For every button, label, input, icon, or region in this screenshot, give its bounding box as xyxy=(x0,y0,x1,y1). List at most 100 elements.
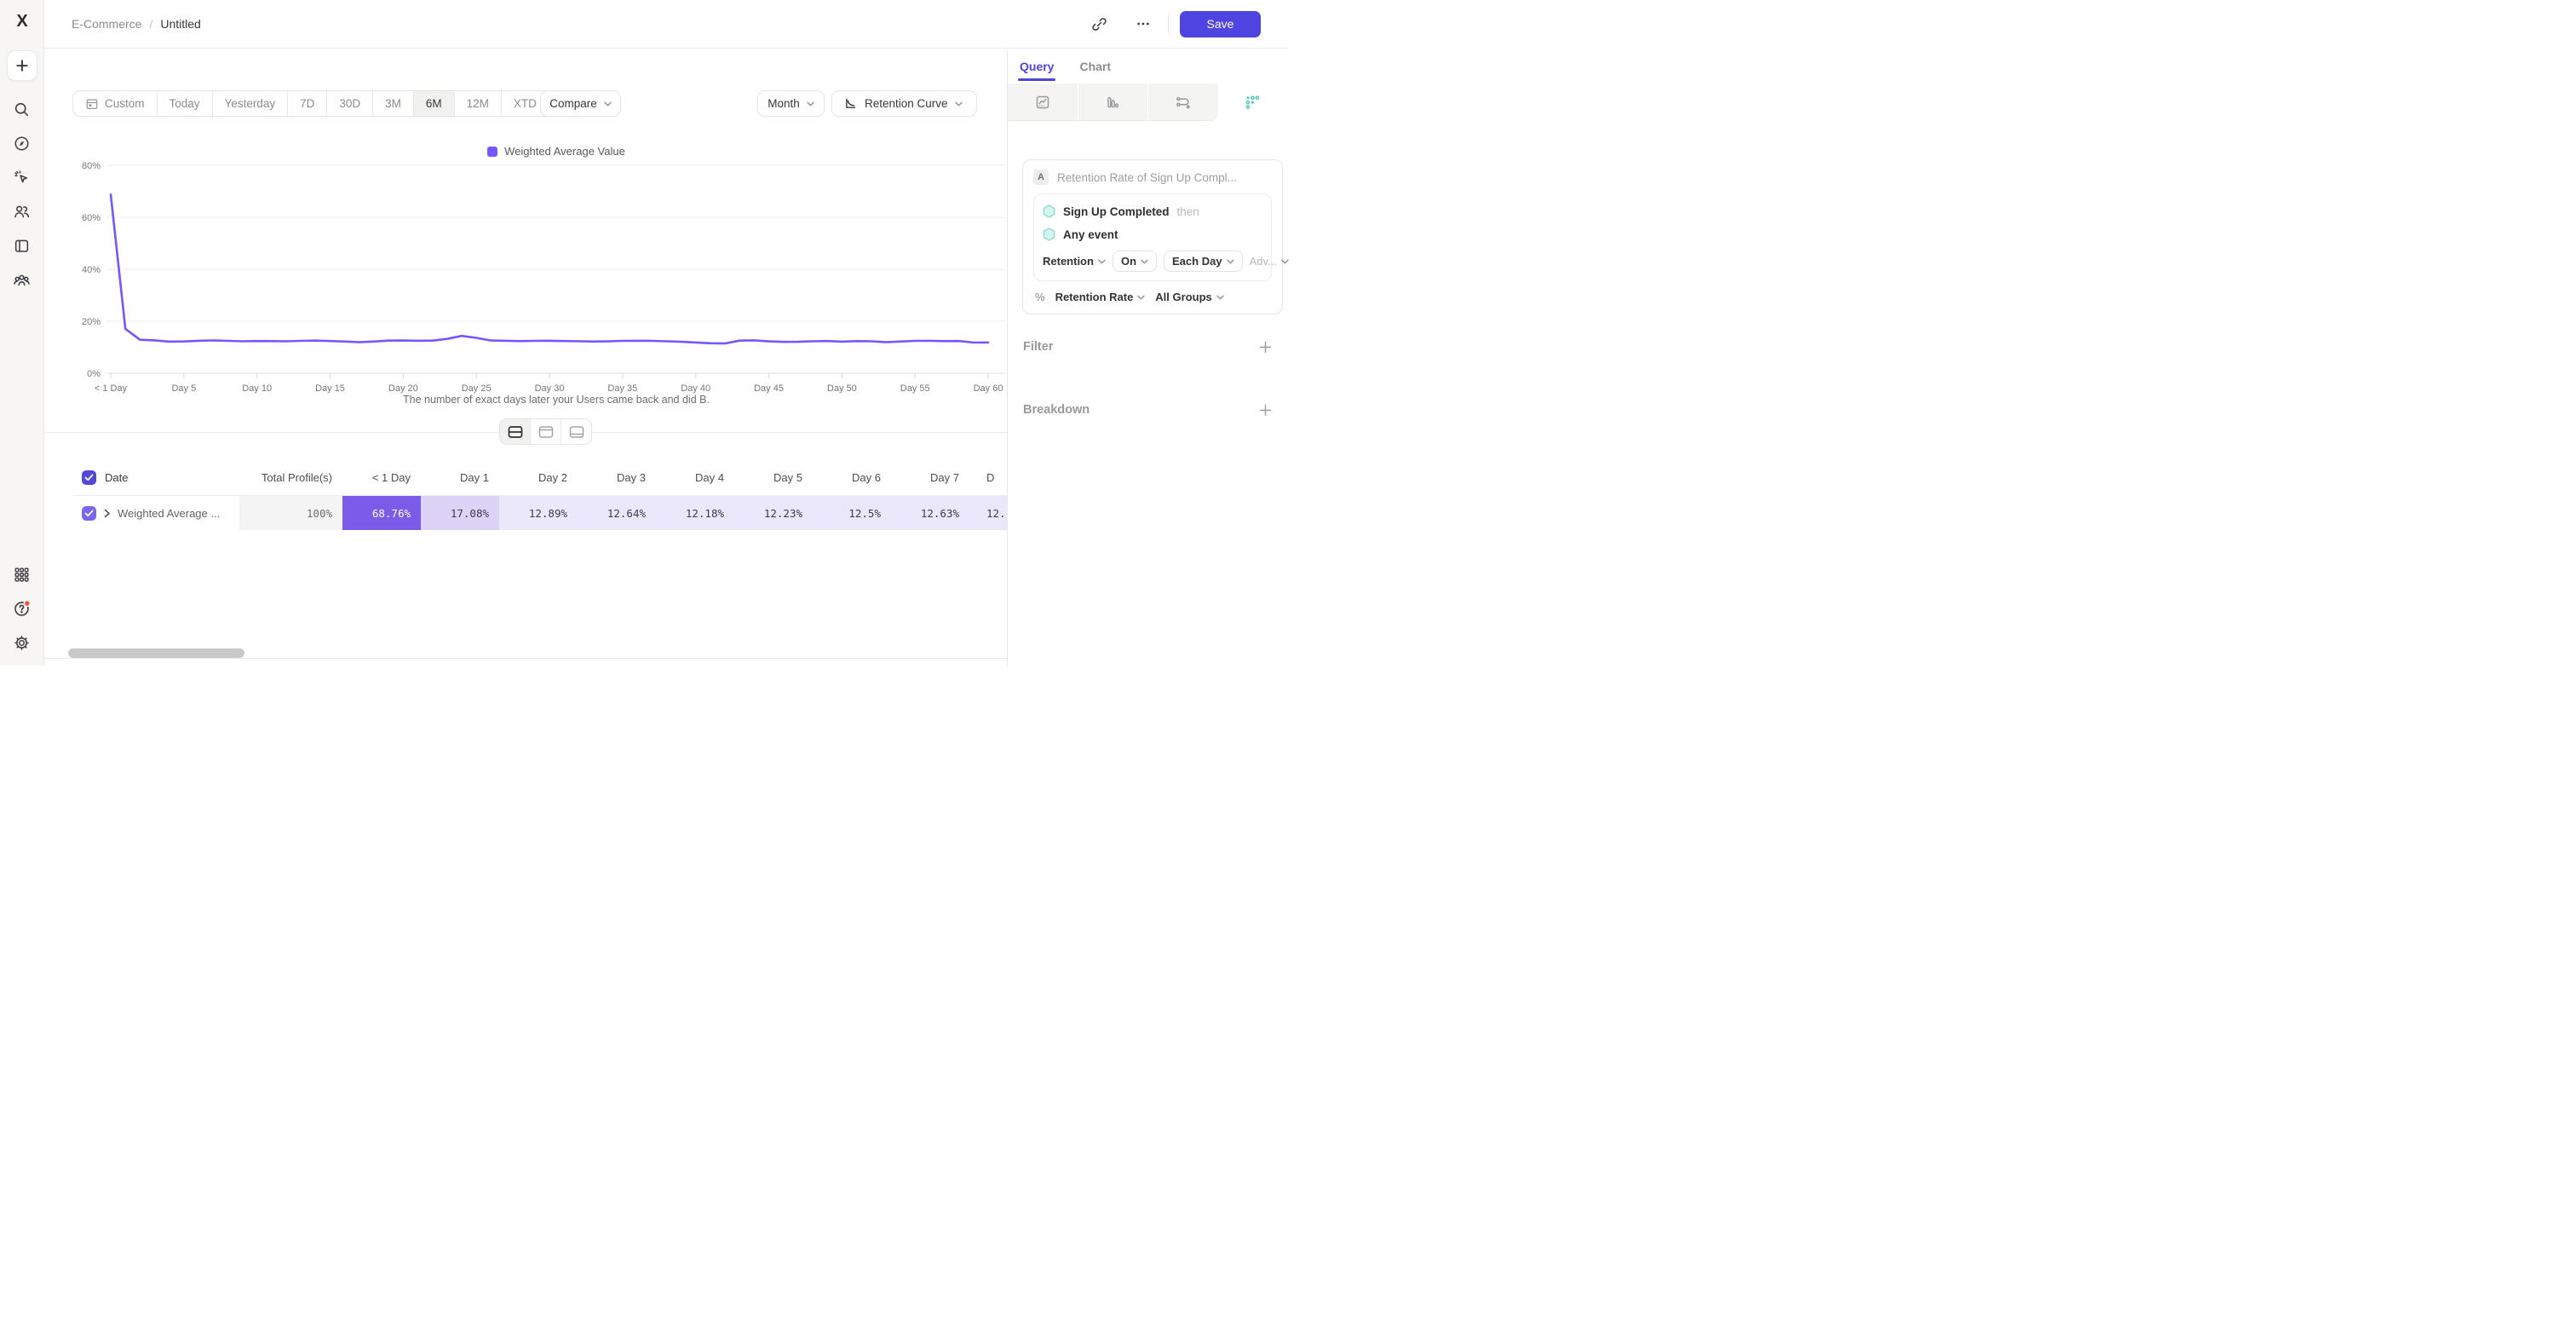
breakdown-section: Breakdown xyxy=(1008,400,1288,420)
column-header[interactable]: Day 1 xyxy=(460,471,489,484)
mixpanel-logo[interactable]: X xyxy=(16,12,27,31)
compare-dropdown[interactable]: Compare xyxy=(540,90,621,117)
row-label[interactable]: Weighted Average ... xyxy=(118,506,221,520)
interval-dropdown[interactable]: Each Day xyxy=(1164,251,1243,272)
sidebar: X xyxy=(0,0,44,666)
metric-dropdown[interactable]: Retention Rate xyxy=(1055,291,1146,303)
more-ellipsis-icon[interactable] xyxy=(1131,12,1155,36)
bottom-border xyxy=(44,658,1007,659)
x-axis-label: < 1 Day xyxy=(95,383,128,394)
apps-grid-icon[interactable] xyxy=(8,560,37,589)
column-header[interactable]: < 1 Day xyxy=(371,471,411,484)
boards-icon[interactable] xyxy=(8,231,37,260)
cohorts-icon[interactable] xyxy=(8,265,37,294)
column-header[interactable]: Day 3 xyxy=(617,471,646,484)
retention-cell[interactable]: 17.08% xyxy=(421,496,499,530)
panel-bottom-view-icon[interactable] xyxy=(561,419,591,444)
table-row: Weighted Average ... 100% 68.76% 17.08% 12.8… xyxy=(72,496,1007,530)
retention-cell[interactable]: 12.63% xyxy=(891,496,969,530)
step-born-event[interactable]: Sign Up Completed then xyxy=(1043,202,1262,221)
split-view-icon[interactable] xyxy=(500,419,531,444)
column-header[interactable]: Total Profile(s) xyxy=(261,471,332,484)
chevron-right-icon[interactable] xyxy=(104,509,111,518)
legend-label: Weighted Average Value xyxy=(504,145,625,158)
column-header[interactable]: Day 5 xyxy=(773,471,802,484)
link-icon[interactable] xyxy=(1087,12,1111,36)
retention-line[interactable] xyxy=(109,193,990,345)
mixpanel-retention-report: X xyxy=(0,0,1289,666)
insights-icon[interactable] xyxy=(1008,84,1078,121)
select-all-checkbox[interactable] xyxy=(82,470,96,485)
panel-top-view-icon[interactable] xyxy=(531,419,561,444)
horizontal-scrollbar[interactable] xyxy=(68,648,244,658)
x-axis-label: Day 20 xyxy=(388,383,418,394)
report-type-tabs xyxy=(1008,84,1288,121)
advanced-dropdown[interactable]: Adv... xyxy=(1250,255,1289,268)
retention-cell[interactable]: 12.64% xyxy=(578,496,656,530)
retention-cell[interactable]: 12.18% xyxy=(656,496,734,530)
cursor-click-icon[interactable] xyxy=(8,163,37,192)
users-icon[interactable] xyxy=(8,197,37,226)
tab-chart[interactable]: Chart xyxy=(1079,60,1112,73)
help-icon[interactable] xyxy=(8,594,37,623)
add-breakdown-button[interactable] xyxy=(1258,403,1273,418)
retention-cell[interactable]: 68.76% xyxy=(342,496,421,530)
range-30d[interactable]: 30D xyxy=(327,91,374,116)
chart-type-dropdown[interactable]: Retention Curve xyxy=(831,90,977,117)
x-axis-label: Day 50 xyxy=(827,383,857,394)
query-panel: Query Chart A Re xyxy=(1007,49,1289,666)
range-yesterday[interactable]: Yesterday xyxy=(213,91,289,116)
retention-curve-icon xyxy=(843,96,858,111)
y-axis-label: 20% xyxy=(82,317,101,327)
retention-cell[interactable]: 12.89% xyxy=(499,496,578,530)
range-custom[interactable]: Custom xyxy=(73,91,158,116)
range-6m[interactable]: 6M xyxy=(413,91,455,116)
retention-cell[interactable]: 12.5% xyxy=(813,496,891,530)
search-icon[interactable] xyxy=(8,95,37,124)
percent-icon: % xyxy=(1035,291,1045,303)
range-today[interactable]: Today xyxy=(158,91,213,116)
breadcrumb-project[interactable]: E-Commerce xyxy=(72,17,142,31)
column-header[interactable]: D xyxy=(986,471,995,484)
groups-dropdown[interactable]: All Groups xyxy=(1155,291,1224,303)
chart-caption: The number of exact days later your User… xyxy=(403,394,710,406)
on-dropdown[interactable]: On xyxy=(1112,251,1158,272)
flows-icon[interactable] xyxy=(1148,84,1218,121)
tab-query[interactable]: Query xyxy=(1018,58,1056,81)
chart-legend[interactable]: Weighted Average Value xyxy=(106,145,1006,158)
save-button[interactable]: Save xyxy=(1180,10,1261,37)
breakdown-label: Breakdown xyxy=(1023,403,1090,417)
retention-cell[interactable]: 12.23% xyxy=(734,496,813,530)
retention-cell[interactable]: 12. xyxy=(969,496,1007,530)
filter-label: Filter xyxy=(1023,340,1054,354)
retention-type-dropdown[interactable]: Retention xyxy=(1043,255,1106,268)
main-content: Custom Today Yesterday 7D 30D 3M 6M 12M XTD Comp… xyxy=(44,49,1007,666)
y-axis-label: 40% xyxy=(82,265,101,275)
chevron-down-icon xyxy=(807,101,814,107)
column-header[interactable]: Day 7 xyxy=(930,471,959,484)
y-axis-label: 60% xyxy=(82,213,101,223)
column-header[interactable]: Day 6 xyxy=(852,471,881,484)
y-axis-label: 0% xyxy=(87,369,101,379)
legend-swatch xyxy=(487,146,498,157)
retention-line-chart: 0% 20% 40% 60% 80% < 1 Day Day 5 Day 10 Day 15 Da… xyxy=(82,161,1006,394)
retention-cell[interactable]: 100% xyxy=(239,496,342,530)
compass-icon[interactable] xyxy=(8,129,37,158)
granularity-dropdown[interactable]: Month xyxy=(757,90,825,117)
column-header[interactable]: Day 2 xyxy=(538,471,567,484)
funnels-icon[interactable] xyxy=(1078,84,1148,121)
retention-icon[interactable] xyxy=(1217,84,1288,121)
range-12m[interactable]: 12M xyxy=(455,91,502,116)
query-name[interactable]: Retention Rate of Sign Up Compl... xyxy=(1057,170,1237,184)
settings-gear-icon[interactable] xyxy=(8,628,37,657)
step-return-event[interactable]: Any event xyxy=(1043,225,1262,244)
range-3m[interactable]: 3M xyxy=(373,91,414,116)
date-range-control: Custom Today Yesterday 7D 30D 3M 6M 12M XTD xyxy=(72,90,563,117)
range-7d[interactable]: 7D xyxy=(288,91,328,116)
column-header[interactable]: Day 4 xyxy=(695,471,724,484)
x-axis-label: Day 40 xyxy=(681,383,710,394)
add-filter-button[interactable] xyxy=(1258,340,1273,354)
breadcrumb-report-title[interactable]: Untitled xyxy=(160,17,201,31)
create-plus-icon[interactable] xyxy=(6,50,37,81)
row-checkbox[interactable] xyxy=(82,505,96,521)
